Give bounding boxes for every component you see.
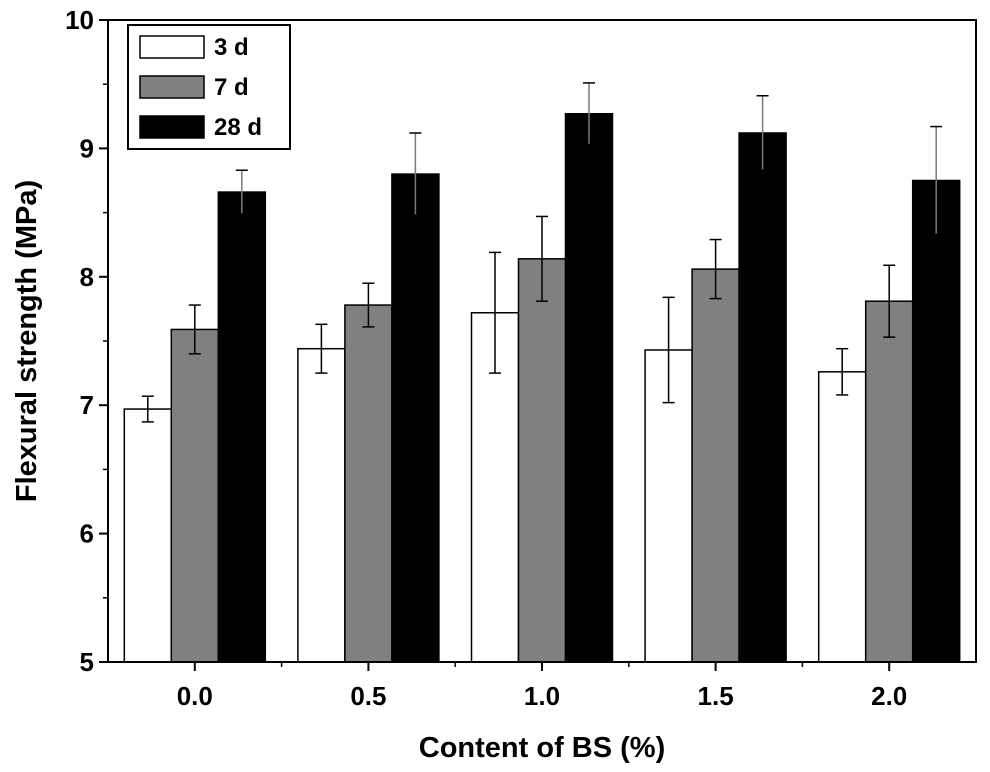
bar-3d-0.0 [123,408,173,663]
ticks-layer [99,19,891,671]
error-bar-7d-1.5 [709,238,722,300]
error-bar-3d-0.0 [141,395,154,423]
x-tick-label-1.0: 1.0 [524,681,560,711]
error-bar-3d-2.0 [836,347,849,396]
legend: 3 d 7 d 28 d [127,24,291,150]
x-axis-label: Content of BS (%) [419,732,665,764]
error-bar-28d-2.0 [930,125,943,236]
x-tick-label-1.5: 1.5 [698,681,734,711]
bar-7d-0.5 [344,304,393,663]
bars-layer [123,112,961,663]
error-bar-3d-1.0 [489,251,501,374]
error-bar-3d-0.5 [315,323,328,374]
bar-28d-0.5 [391,173,440,663]
error-bar-7d-0.0 [188,304,201,355]
bar-7d-1.0 [517,258,567,663]
y-tick-label-5: 5 [80,647,94,677]
bar-28d-1.5 [738,132,787,663]
error-bar-3d-1.5 [662,296,675,404]
legend-swatch-28d [139,115,205,139]
legend-label-3d: 3 d [214,34,249,61]
bar-7d-2.0 [864,300,914,663]
legend-swatch-3d [139,35,205,59]
error-bar-7d-0.5 [362,282,375,328]
legend-label-28d: 28 d [214,114,262,141]
x-tick-label-2.0: 2.0 [871,681,907,711]
error-bar-28d-1.0 [583,82,595,146]
y-tick-label-9: 9 [80,133,94,163]
error-bar-7d-1.0 [536,215,548,302]
legend-swatch-7d [139,75,205,99]
y-tick-label-8: 8 [80,262,94,292]
legend-label-7d: 7 d [214,74,249,101]
bar-7d-0.0 [170,328,220,663]
bar-28d-0.0 [217,191,267,663]
bar-28d-2.0 [911,179,961,663]
y-tick-label-6: 6 [80,519,94,549]
x-tick-label-0.0: 0.0 [177,681,213,711]
error-bar-7d-2.0 [883,264,896,338]
bar-3d-2.0 [817,371,867,663]
bar-28d-1.0 [564,112,614,663]
x-tick-label-0.5: 0.5 [350,681,386,711]
bar-7d-1.5 [691,268,740,663]
tick-labels-layer: 0.0 0.5 1.0 1.5 2.0 5 6 7 8 9 10 [65,5,907,711]
error-bar-28d-0.0 [235,169,248,215]
error-bar-28d-0.5 [409,132,422,216]
error-bars-layer [141,82,943,423]
y-tick-label-7: 7 [80,390,94,420]
bar-3d-0.5 [297,347,346,663]
error-bar-28d-1.5 [756,95,769,171]
y-tick-label-10: 10 [65,5,94,35]
y-axis-label: Flexural strength (MPa) [11,180,43,502]
